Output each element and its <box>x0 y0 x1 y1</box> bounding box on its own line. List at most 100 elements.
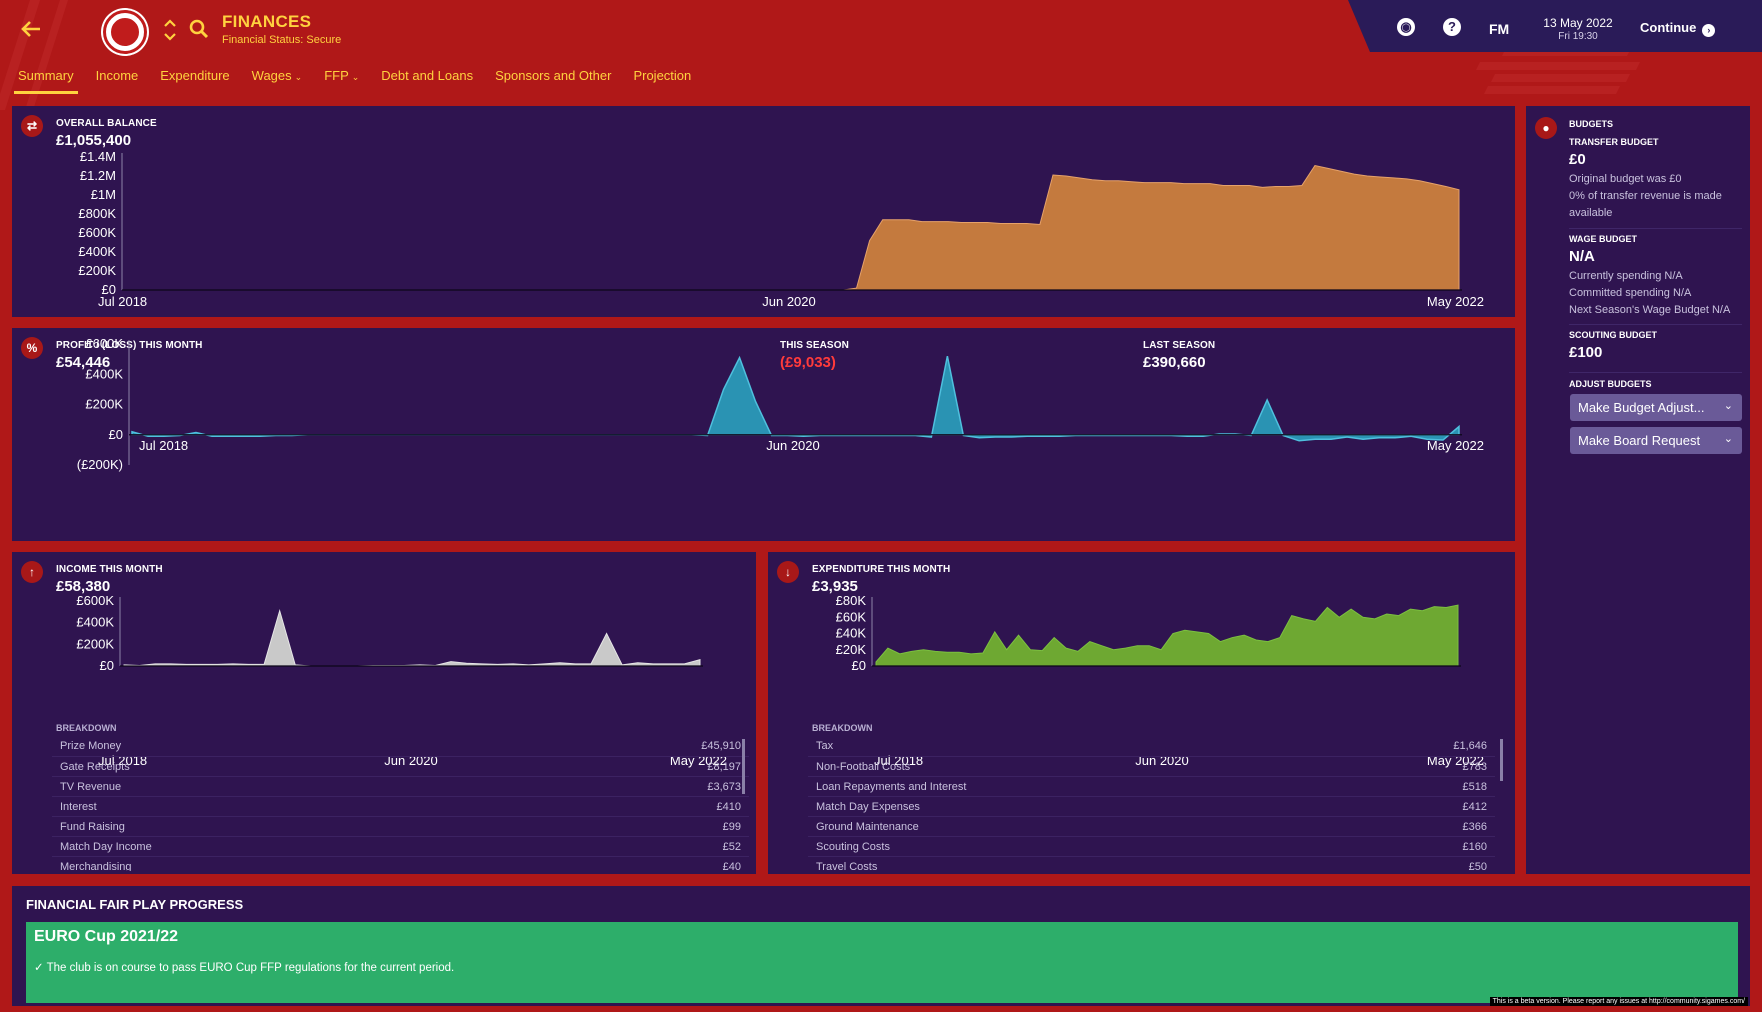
chevron-down-icon: ⌄ <box>294 72 303 82</box>
income-breakdown-row[interactable]: Prize Money £45,910 <box>52 736 749 756</box>
back-arrow-icon[interactable] <box>18 16 44 42</box>
y-tick-label: £60K <box>836 609 867 624</box>
chevron-right-icon: › <box>1702 24 1716 37</box>
income-breakdown-row[interactable]: Fund Raising £99 <box>52 816 749 836</box>
expenditure-label: EXPENDITURE THIS MONTH <box>812 564 951 575</box>
income-breakdown-row-value: £8,197 <box>707 760 741 773</box>
expenditure-breakdown-row[interactable]: Travel Costs £50 <box>808 856 1495 871</box>
tab-summary[interactable]: Summary <box>14 68 78 94</box>
percent-icon: % <box>21 337 43 359</box>
search-icon[interactable] <box>188 18 210 40</box>
ffp-status-box: EURO Cup 2021/22 ✓ The club is on course… <box>26 922 1738 1003</box>
income-scrollbar[interactable] <box>742 739 745 794</box>
y-tick-label: (£200K) <box>77 457 123 472</box>
income-breakdown-row-name: Merchandising <box>60 860 132 872</box>
up-down-chevron-icon[interactable] <box>162 16 178 44</box>
make-budget-adjustment-dropdown[interactable]: Make Budget Adjust... ⌄ <box>1570 394 1742 421</box>
income-value: £58,380 <box>56 578 111 595</box>
scouting-budget-value: £100 <box>1569 344 1603 361</box>
expenditure-breakdown-row-name: Tax <box>816 740 834 752</box>
y-tick-label: £200K <box>78 263 116 278</box>
divider <box>1569 372 1742 373</box>
expenditure-breakdown-row[interactable]: Tax £1,646 <box>808 736 1495 756</box>
income-breakdown-row-value: £410 <box>716 800 741 813</box>
expenditure-breakdown-row-value: £412 <box>1462 800 1487 813</box>
y-tick-label: £0 <box>100 658 114 673</box>
expenditure-breakdown-row-value: £160 <box>1462 840 1487 853</box>
adjust-budgets-label: ADJUST BUDGETS <box>1569 379 1652 389</box>
x-tick-label: May 2022 <box>1427 294 1484 309</box>
tab-income[interactable]: Income <box>95 68 139 83</box>
income-breakdown-row-name: Interest <box>60 800 97 813</box>
tab-ffp[interactable]: FFP ⌄ <box>324 68 360 83</box>
income-breakdown-row[interactable]: Merchandising £40 <box>52 856 749 871</box>
income-breakdown-row-value: £40 <box>722 860 741 872</box>
expenditure-breakdown-row[interactable]: Scouting Costs £160 <box>808 836 1495 856</box>
area-series <box>875 604 1459 667</box>
continue-button[interactable]: Continue › <box>1640 20 1716 37</box>
chevron-down-icon: ⌄ <box>1723 400 1733 412</box>
balance-icon: ⇄ <box>21 115 43 137</box>
expenditure-breakdown-row-name: Loan Repayments and Interest <box>816 780 967 793</box>
y-tick-label: £40K <box>836 626 867 641</box>
last-season-label: LAST SEASON <box>1143 340 1216 351</box>
profit-chart: (£200K) £0 £200K £400K £600K Jul 2018 Jun 2020… <box>77 336 1484 472</box>
income-breakdown-row[interactable]: Match Day Income £52 <box>52 836 749 856</box>
expenditure-breakdown-row[interactable]: Loan Repayments and Interest £518 <box>808 776 1495 796</box>
help-icon[interactable]: ? <box>1443 18 1461 36</box>
y-tick-label: £1M <box>91 187 116 202</box>
y-tick-label: £200K <box>76 636 114 651</box>
income-breakdown-row-name: TV Revenue <box>60 780 122 793</box>
y-tick-label: £600K <box>76 593 114 608</box>
y-tick-label: £0 <box>109 427 123 442</box>
tab-expenditure[interactable]: Expenditure <box>160 68 230 83</box>
chevron-down-icon: ⌄ <box>351 72 360 82</box>
y-tick-label: £600K <box>85 336 123 351</box>
expenditure-breakdown-row[interactable]: Ground Maintenance £366 <box>808 816 1495 836</box>
ffp-panel: FINANCIAL FAIR PLAY PROGRESS EURO Cup 20… <box>12 886 1750 1006</box>
globe-icon[interactable]: ◉ <box>1397 18 1415 36</box>
income-breakdown-row-name: Prize Money <box>60 740 122 752</box>
divider <box>1569 324 1742 325</box>
y-tick-label: £80K <box>836 593 867 608</box>
club-crest[interactable] <box>103 10 147 54</box>
income-breakdown-row[interactable]: Interest £410 <box>52 796 749 816</box>
tab-sponsors-and-other[interactable]: Sponsors and Other <box>495 68 612 83</box>
fm-logo[interactable]: FM <box>1489 21 1510 37</box>
y-tick-label: £1.4M <box>80 149 116 164</box>
wage-budget-label: WAGE BUDGET <box>1569 234 1638 244</box>
expenditure-breakdown-row-value: £783 <box>1462 760 1487 773</box>
expenditure-breakdown-row-value: £1,646 <box>1453 740 1487 752</box>
area-series <box>123 608 701 667</box>
tab-debt-and-loans[interactable]: Debt and Loans <box>381 68 474 83</box>
expenditure-breakdown-row-name: Travel Costs <box>816 860 878 872</box>
expenditure-panel: ↓ EXPENDITURE THIS MONTH £3,935 £0 £20K £4… <box>768 552 1515 874</box>
expenditure-breakdown-row-value: £366 <box>1462 820 1487 833</box>
expenditure-breakdown-row[interactable]: Match Day Expenses £412 <box>808 796 1495 816</box>
y-tick-label: £600K <box>78 225 116 240</box>
make-board-request-dropdown[interactable]: Make Board Request ⌄ <box>1570 427 1742 454</box>
current-time: Fri 19:30 <box>1558 31 1598 42</box>
top-bar: ◉ ? FM 13 May 2022 Fri 19:30 Continue › <box>1348 0 1762 52</box>
expenditure-breakdown-row-name: Scouting Costs <box>816 840 890 853</box>
transfer-budget-value: £0 <box>1569 151 1586 168</box>
tab-wages[interactable]: Wages ⌄ <box>251 68 303 83</box>
expenditure-breakdown-row-value: £518 <box>1462 780 1487 793</box>
income-breakdown-row-value: £99 <box>722 820 741 833</box>
balance-chart: £0 £200K £400K £600K £800K £1M £1.2M £1.4M Jul 2… <box>78 149 1484 309</box>
expenditure-breakdown-row[interactable]: Non-Football Costs £783 <box>808 756 1495 776</box>
ffp-competition: EURO Cup 2021/22 <box>34 928 179 945</box>
income-breakdown-row[interactable]: TV Revenue £3,673 <box>52 776 749 796</box>
x-tick-label: Jul 2018 <box>139 438 188 453</box>
tab-projection[interactable]: Projection <box>633 68 692 83</box>
y-tick-label: £1.2M <box>80 168 116 183</box>
checkmark-icon: ✓ <box>34 962 47 974</box>
expenditure-scrollbar[interactable] <box>1500 739 1503 781</box>
financial-status: Financial Status: Secure <box>222 34 342 46</box>
budgets-panel: ● BUDGETS TRANSFER BUDGET £0 Original bu… <box>1526 106 1750 874</box>
x-tick-label: May 2022 <box>1427 438 1484 453</box>
beta-notice: This is a beta version. Please report an… <box>1489 997 1748 1006</box>
income-breakdown-row[interactable]: Gate Receipts £8,197 <box>52 756 749 776</box>
budgets-label: BUDGETS <box>1569 119 1614 129</box>
